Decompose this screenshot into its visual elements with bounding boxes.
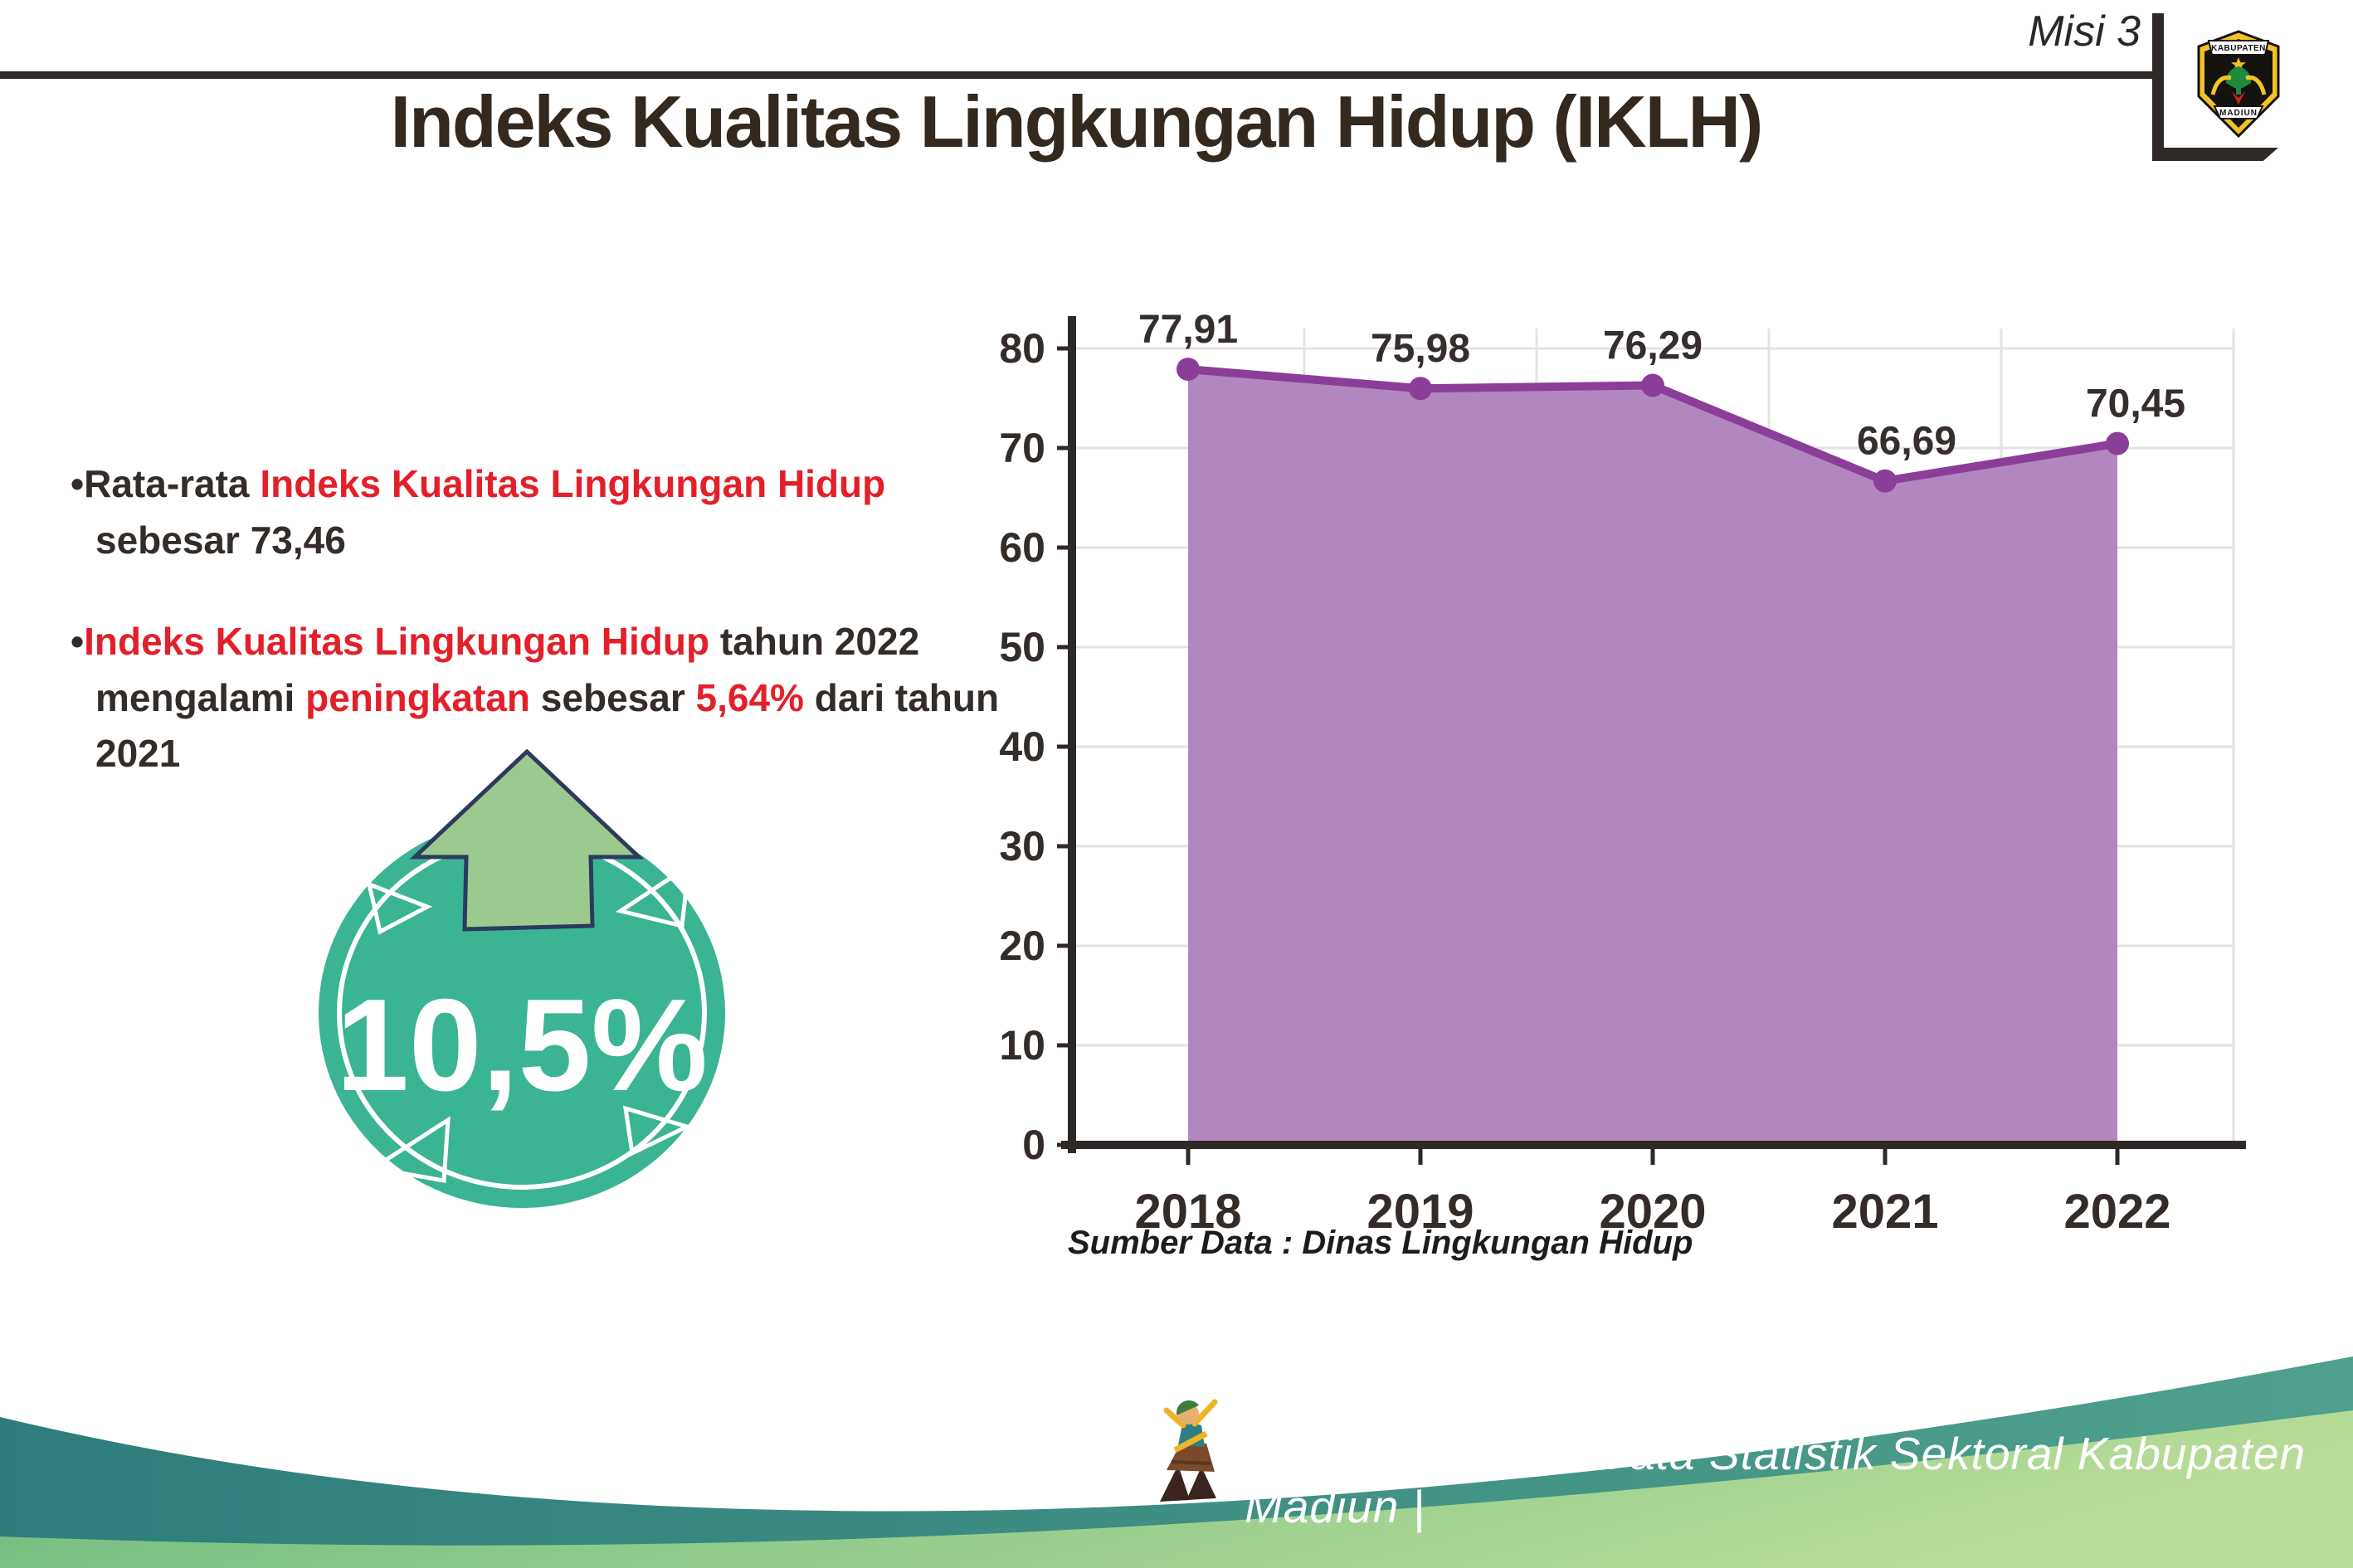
- mascot-arm-right: [1191, 1399, 1218, 1427]
- mascot-arm-left: [1163, 1407, 1186, 1429]
- data-marker: [1873, 469, 1897, 493]
- logo-banner-top: [2207, 40, 2270, 56]
- data-marker: [1641, 373, 1664, 397]
- logo-tree-icon: [2225, 66, 2252, 88]
- data-label: 70,45: [2086, 382, 2185, 426]
- body-text: sebesar: [530, 675, 696, 719]
- highlight-text: peningkatan: [305, 675, 531, 719]
- logo-star-icon: [2231, 57, 2246, 71]
- insight-bullets: •Rata-rata Indeks Kualitas Lingkungan Hi…: [71, 456, 1033, 828]
- body-text: tahun 2022 mengalami: [95, 620, 920, 719]
- kabupaten-madiun-logo-icon: KABUPATEN MADIUN: [2197, 30, 2280, 138]
- y-tick-label: 20: [999, 923, 1045, 969]
- badge-circle: [319, 818, 725, 1208]
- body-text: Rata-rata: [84, 462, 261, 505]
- data-marker: [2106, 431, 2129, 455]
- page-title: Indeks Kualitas Lingkungan Hidup (IKLH): [390, 80, 1764, 163]
- y-tick-label: 40: [999, 723, 1045, 770]
- data-marker: [1176, 358, 1200, 382]
- data-marker: [1409, 377, 1432, 401]
- data-label: 66,69: [1857, 420, 1956, 464]
- badge-tick-lower-left: [368, 1116, 451, 1183]
- y-tick-label: 60: [999, 524, 1045, 571]
- logo-frame-horizontal: [2152, 148, 2278, 161]
- logo-banner-bottom: [2213, 105, 2264, 119]
- body-text: dari tahun 2021: [95, 675, 1000, 776]
- badge-tick-upper-right: [615, 861, 692, 929]
- wave-background: [0, 1356, 2353, 1568]
- body-text: sebesar 73,46: [95, 518, 346, 562]
- logo-wing-left-icon: [2210, 75, 2232, 95]
- mascot-leg-right: [1186, 1467, 1216, 1500]
- data-label: 75,98: [1371, 327, 1470, 371]
- header-rule: [0, 71, 2152, 79]
- mascot-leg-left: [1160, 1465, 1190, 1502]
- area-fill: [1188, 369, 2117, 1145]
- x-tick-label: 2021: [1831, 1185, 1938, 1239]
- highlight-text: 5,64%: [695, 675, 804, 719]
- footer-caption: Media Infografis Data Statistik Sektoral…: [1245, 1428, 2307, 1532]
- data-label: 76,29: [1603, 324, 1703, 368]
- insight-bullet: •Rata-rata Indeks Kualitas Lingkungan Hi…: [71, 456, 1033, 568]
- y-tick-label: 80: [999, 325, 1045, 372]
- x-tick-label: 2019: [1366, 1185, 1474, 1239]
- mascot-skirt-stripe: [1171, 1460, 1212, 1465]
- iklh-area-chart: 77,91 75,98 76,29 66,69 70,45 0 10 20 30 40 50 60 70…: [999, 308, 2246, 1239]
- x-tick-label: 2020: [1599, 1185, 1706, 1239]
- misi-label: Misi 3: [2028, 7, 2141, 56]
- mascot-icon: [1160, 1399, 1218, 1502]
- mascot-cap: [1176, 1400, 1199, 1415]
- logo-wing-right-icon: [2245, 75, 2267, 95]
- logo-tree-trunk: [2236, 81, 2241, 95]
- logo-top-text: KABUPATEN: [2211, 44, 2266, 53]
- bullet-glyph: •: [71, 462, 85, 505]
- logo-bottom-text: MADIUN: [2219, 109, 2258, 118]
- source-note: Sumber Data : Dinas Lingkungan Hidup: [1068, 1225, 1693, 1261]
- green-wave: [0, 1410, 2353, 1568]
- y-tick-label: 70: [999, 425, 1045, 471]
- badge-value: 10,5%: [336, 972, 708, 1118]
- logo-ribbon-red-icon: [2232, 91, 2245, 105]
- mascot-skirt: [1167, 1442, 1215, 1472]
- y-tick-label: 0: [1022, 1122, 1045, 1168]
- up-arrow-icon: [409, 748, 645, 932]
- badge-tick-lower-right: [622, 1105, 693, 1157]
- logo-frame-vertical: [2152, 13, 2164, 161]
- y-tick-label: 10: [999, 1022, 1045, 1069]
- y-tick-label: 30: [999, 823, 1045, 869]
- x-tick-label: 2018: [1134, 1185, 1241, 1239]
- insight-bullet: •Indeks Kualitas Lingkungan Hidup tahun …: [71, 614, 1033, 782]
- x-tick-label: 2022: [2063, 1185, 2170, 1239]
- percentage-badge: 10,5%: [319, 748, 725, 1208]
- y-tick-label: 50: [999, 624, 1045, 670]
- highlight-text: Indeks Kualitas Lingkungan Hidup: [260, 462, 886, 505]
- highlight-text: Indeks Kualitas Lingkungan Hidup: [84, 620, 710, 664]
- data-label: 77,91: [1138, 308, 1238, 352]
- mascot-sash: [1173, 1430, 1208, 1454]
- badge-tick-upper-left: [366, 880, 433, 935]
- bullet-glyph: •: [71, 620, 85, 664]
